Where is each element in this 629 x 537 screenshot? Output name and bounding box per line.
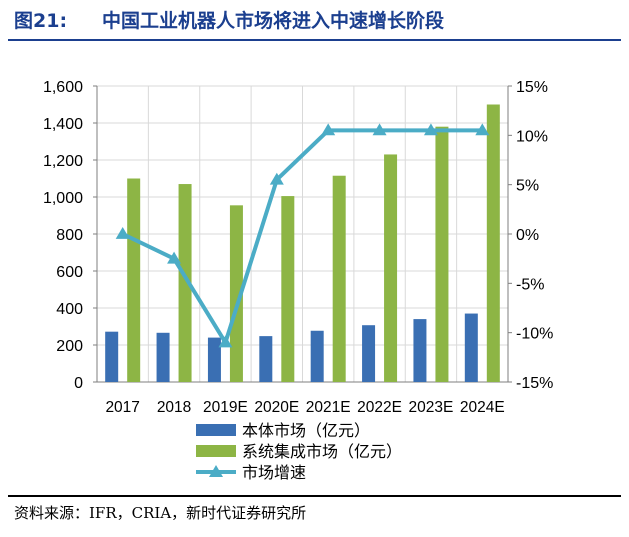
figure-title-row: 图21: 中国工业机器人市场将进入中速增长阶段: [14, 6, 444, 36]
y-right-tick-label: -10%: [516, 326, 553, 343]
x-tick-label: 2017: [105, 399, 139, 416]
x-tick-label: 2023E: [409, 399, 454, 416]
growth-point: [423, 123, 438, 136]
bar-body-market: [413, 319, 427, 382]
x-tick-label: 2022E: [357, 399, 402, 416]
y-left-tick-label: 200: [56, 338, 83, 355]
y-right-tick-label: -15%: [516, 375, 553, 392]
bar-integration-market: [332, 175, 346, 382]
y-left-tick-label: 800: [56, 227, 83, 244]
y-left-tick-label: 1,600: [43, 79, 83, 96]
bar-integration-market: [435, 126, 449, 382]
title-rule: [8, 39, 621, 41]
y-left-tick-label: 1,000: [43, 190, 83, 207]
y-right-tick-label: 15%: [516, 79, 548, 96]
y-right-tick-label: 0%: [516, 227, 539, 244]
legend-label: 系统集成市场（亿元）: [242, 442, 402, 461]
y-right-tick-label: 5%: [516, 178, 539, 195]
bar-integration-market: [384, 154, 398, 382]
x-tick-label: 2020E: [254, 399, 299, 416]
bar-integration-market: [178, 184, 192, 382]
y-left-tick-label: 0: [74, 375, 83, 392]
bar-body-market: [464, 313, 478, 382]
y-left-tick-label: 1,200: [43, 153, 83, 170]
bar-body-market: [105, 331, 119, 382]
bar-body-market: [207, 337, 221, 382]
y-left-tick-label: 600: [56, 264, 83, 281]
bar-integration-market: [281, 196, 295, 382]
growth-point: [321, 123, 336, 136]
bar-integration-market: [486, 104, 500, 382]
y-right-tick-label: 10%: [516, 128, 548, 145]
growth-point: [115, 227, 130, 239]
y-left-tick-label: 400: [56, 301, 83, 318]
bar-body-market: [310, 330, 324, 382]
source-note: 资料来源：IFR，CRIA，新时代证券研究所: [14, 504, 307, 522]
legend-swatch-integration-market: [196, 445, 236, 457]
y-left-tick-label: 1,400: [43, 116, 83, 133]
growth-line: [121, 128, 483, 345]
x-tick-label: 2019E: [203, 399, 248, 416]
bar-body-market: [156, 332, 170, 382]
chart: 0 200 400 600 800 1,000 1,200 1,400 1,600 -15% -10…: [43, 79, 553, 482]
bar-body-market: [362, 325, 376, 382]
legend-label: 市场增速: [242, 463, 306, 482]
growth-point: [372, 123, 387, 136]
legend-swatch-body-market: [196, 424, 236, 436]
legend-label: 本体市场（亿元）: [242, 421, 370, 440]
x-tick-label: 2021E: [306, 399, 351, 416]
bar-integration-market: [229, 205, 243, 382]
growth-point: [167, 251, 182, 264]
source-rule: [8, 495, 621, 497]
growth-point: [475, 123, 490, 136]
x-tick-label: 2018: [157, 399, 191, 416]
growth-point: [218, 335, 233, 348]
bar-integration-market: [127, 178, 141, 382]
y-right-tick-label: -5%: [516, 276, 544, 293]
legend-swatch-growth-marker: [209, 465, 223, 477]
bar-body-market: [259, 336, 273, 382]
x-tick-label: 2024E: [460, 399, 505, 416]
growth-point: [269, 172, 284, 185]
figure-label: 图21:: [14, 10, 68, 32]
figure-title: 中国工业机器人市场将进入中速增长阶段: [102, 10, 445, 32]
